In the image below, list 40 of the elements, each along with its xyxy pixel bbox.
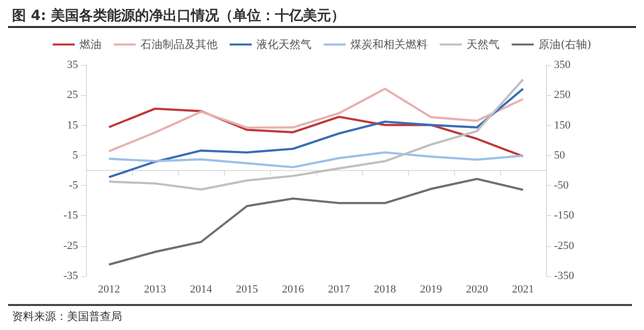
legend-label: 石油制品及其他 [140,38,218,51]
x-tick-label: 2012 [98,284,120,296]
y-tick-label: 5 [72,149,78,162]
x-tick-label: 2019 [420,284,442,296]
line-series [108,178,524,266]
line-series [108,88,524,152]
line-series [108,78,524,191]
legend-label: 原油(右轴) [538,38,592,51]
y-tick-label: -5 [68,180,78,192]
y-tick-label: -15 [63,210,78,222]
x-tick-label: 2016 [282,284,304,296]
y2-tick-label: -150 [554,210,575,222]
chart-title: 图 4: 美国各类能源的净出口情况（单位：十亿美元） [8,4,636,28]
y2-tick-label: 150 [554,119,571,132]
line-series [108,108,524,158]
legend-label: 燃油 [80,38,102,51]
text: 资料来源：美国普查局 [8,304,632,324]
legend-label: 液化天然气 [256,38,312,51]
y-tick-label: 35 [67,59,78,71]
x-tick-label: 2015 [236,284,258,296]
y2-tick-label: 250 [554,89,571,102]
y-tick-label: 15 [67,119,78,132]
y-tick-label: -25 [63,240,78,252]
y2-tick-label: -350 [554,270,575,282]
y2-tick-label: -50 [554,180,570,192]
legend-label: 煤炭和相关燃料 [350,38,428,51]
y-tick-label: -35 [63,270,78,282]
line-series [108,151,524,168]
x-tick-label: 2021 [512,284,534,296]
y-tick-label: 25 [67,89,78,102]
x-tick-label: 2014 [190,284,212,296]
y2-tick-label: 350 [554,59,571,71]
x-tick-label: 2017 [328,284,350,296]
x-tick-label: 2020 [466,284,488,296]
legend-label: 天然气 [466,38,500,51]
x-tick-label: 2013 [144,284,166,296]
y2-tick-label: 50 [554,149,566,162]
line-series [108,88,524,178]
y2-tick-label: -250 [554,240,575,252]
x-tick-label: 2018 [374,284,396,296]
